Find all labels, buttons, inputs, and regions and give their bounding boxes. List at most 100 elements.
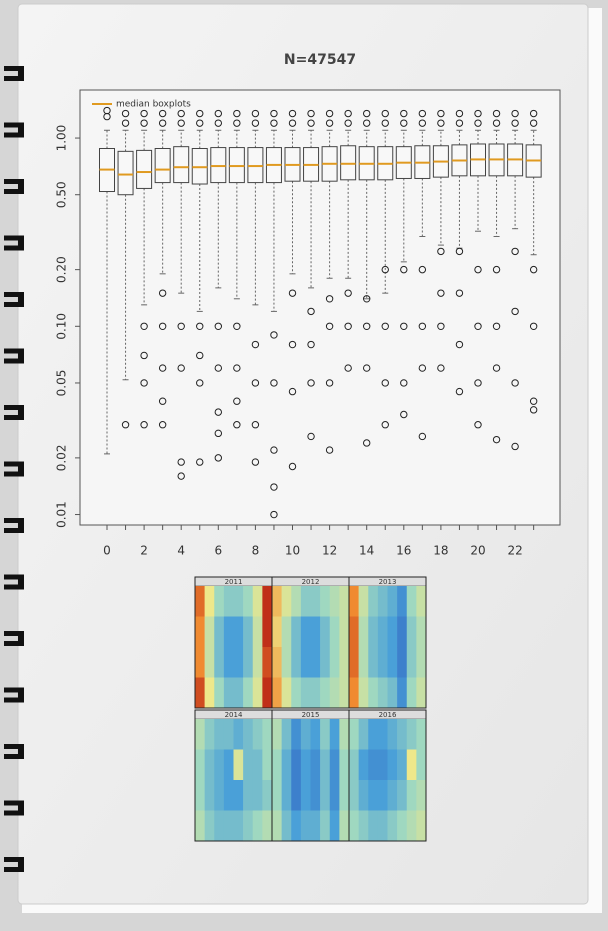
spiral-ring <box>4 189 24 194</box>
outlier <box>121 109 130 118</box>
heat-cell <box>243 647 254 678</box>
heat-cell <box>223 586 234 617</box>
heat-cell <box>300 677 311 709</box>
outlier <box>270 483 278 491</box>
box <box>173 146 190 184</box>
heat-cell <box>416 616 427 648</box>
x-tick-label: 16 <box>396 544 411 558</box>
heat-cell <box>195 749 205 781</box>
heat-cell <box>397 647 408 678</box>
outlier <box>177 322 185 331</box>
outlier <box>529 265 538 274</box>
heat-cell <box>416 586 427 617</box>
outlier <box>455 340 464 349</box>
outlier <box>140 322 148 331</box>
spiral-ring <box>4 292 24 297</box>
outlier <box>233 322 241 331</box>
heat-cell <box>195 780 205 811</box>
heat-cell <box>368 749 379 781</box>
outlier <box>529 109 538 118</box>
spiral-ring <box>18 518 24 533</box>
outlier <box>251 421 260 429</box>
outlier <box>307 119 315 127</box>
heat-cell <box>416 810 427 842</box>
outlier <box>437 247 445 256</box>
heat-cell <box>195 810 205 842</box>
heat-cell <box>223 810 234 842</box>
spiral-ring <box>4 471 24 477</box>
outlier <box>196 119 204 127</box>
heat-cell <box>320 719 331 750</box>
box <box>117 150 134 196</box>
spiral-ring <box>18 179 24 194</box>
outlier <box>140 421 148 429</box>
heat-cell <box>223 647 234 678</box>
spiral-ring <box>4 584 24 590</box>
outlier <box>400 109 408 118</box>
outlier <box>363 439 371 447</box>
outlier <box>288 340 297 349</box>
outlier <box>121 119 130 127</box>
outlier <box>140 109 148 118</box>
panel-border <box>348 576 427 709</box>
heat-cell <box>262 810 273 842</box>
heat-cell <box>300 586 311 617</box>
outlier <box>214 454 223 462</box>
spiral-ring <box>4 641 24 646</box>
heat-cell <box>300 749 311 781</box>
heat-cell <box>214 586 225 617</box>
outlier <box>103 106 111 115</box>
x-tick-label: 8 <box>252 544 260 558</box>
heat-cell <box>272 749 282 781</box>
heat-cell <box>233 677 244 709</box>
outlier <box>418 322 427 331</box>
heat-cell <box>310 616 321 648</box>
outlier <box>270 331 278 339</box>
outlier <box>511 442 519 451</box>
spiral-ring <box>18 687 24 703</box>
heat-cell <box>233 749 244 781</box>
outlier <box>474 265 482 274</box>
heat-cell <box>281 719 292 750</box>
outlier <box>474 379 482 387</box>
heat-cell <box>281 810 292 842</box>
heat-cell <box>272 780 282 811</box>
heat-cell <box>223 677 234 709</box>
heat-cell <box>233 780 244 811</box>
outlier <box>214 119 223 127</box>
heat-cell <box>310 780 321 811</box>
outlier <box>196 322 204 331</box>
outlier <box>418 265 427 274</box>
spiral-ring <box>4 744 24 749</box>
outlier <box>455 109 464 118</box>
heat-cell <box>329 780 340 811</box>
spiral-ring <box>4 754 24 759</box>
outlier <box>233 109 241 118</box>
y-tick-label: 0.20 <box>55 256 69 283</box>
heat-cell <box>397 719 408 750</box>
outlier <box>158 289 167 297</box>
outlier <box>511 307 519 316</box>
heat-cell <box>358 780 369 811</box>
outlier <box>437 119 445 127</box>
outlier <box>214 408 223 416</box>
heat-cell <box>272 616 282 648</box>
heat-cell <box>339 677 350 709</box>
x-tick-label: 20 <box>470 544 485 558</box>
outlier <box>492 322 501 331</box>
heat-cell <box>387 647 398 678</box>
outlier <box>177 472 185 480</box>
panel-title: 2011 <box>225 578 243 586</box>
heat-cell <box>272 586 282 617</box>
heat-cell <box>214 719 225 750</box>
outlier <box>214 429 223 438</box>
outlier <box>196 109 204 118</box>
heat-cell <box>195 586 205 617</box>
heat-cell <box>377 749 388 781</box>
heat-cell <box>195 719 205 750</box>
outlier <box>418 364 427 372</box>
heat-cell <box>339 780 350 811</box>
outlier <box>288 109 297 118</box>
heat-cell <box>262 647 273 678</box>
heat-cell <box>262 749 273 781</box>
